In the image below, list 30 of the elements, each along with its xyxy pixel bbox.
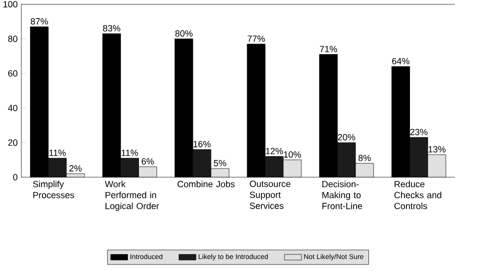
y-tick-label: 40: [8, 104, 18, 112]
x-tick-label: Outsource Support Services: [250, 180, 290, 210]
data-label: 6%: [142, 158, 154, 165]
data-label: 13%: [428, 146, 446, 153]
data-label: 23%: [410, 128, 428, 136]
x-tick-label: Simplify Processes: [32, 180, 74, 198]
y-tick-label: 100: [3, 1, 18, 8]
data-label: 71%: [320, 46, 338, 52]
data-label: 12%: [266, 148, 283, 154]
x-tick-label: Work Performed in Logical Order: [104, 180, 160, 212]
data-label: 87%: [30, 18, 48, 25]
data-label: 64%: [392, 58, 410, 64]
y-tick-label: 80: [8, 36, 18, 42]
data-label: 77%: [248, 36, 265, 42]
data-label: 16%: [194, 141, 211, 148]
x-tick-label: Reduce Checks and Controls: [394, 180, 442, 210]
data-label: 83%: [103, 25, 120, 32]
x-tick-label: Decision-Making to Front-Line: [322, 180, 362, 210]
x-tick-label: Combine Jobs: [178, 180, 235, 188]
data-label: 11%: [122, 150, 138, 156]
data-label: 10%: [284, 151, 301, 158]
data-label: 20%: [338, 134, 356, 141]
data-label: 5%: [214, 160, 226, 166]
y-tick-label: 60: [8, 70, 18, 77]
y-tick-label: 20: [8, 140, 18, 146]
data-label: 8%: [358, 154, 371, 162]
data-label: 11%: [49, 150, 66, 156]
y-tick-label: 0: [13, 174, 18, 180]
data-label: 80%: [175, 30, 193, 37]
data-label: 2%: [69, 165, 82, 172]
